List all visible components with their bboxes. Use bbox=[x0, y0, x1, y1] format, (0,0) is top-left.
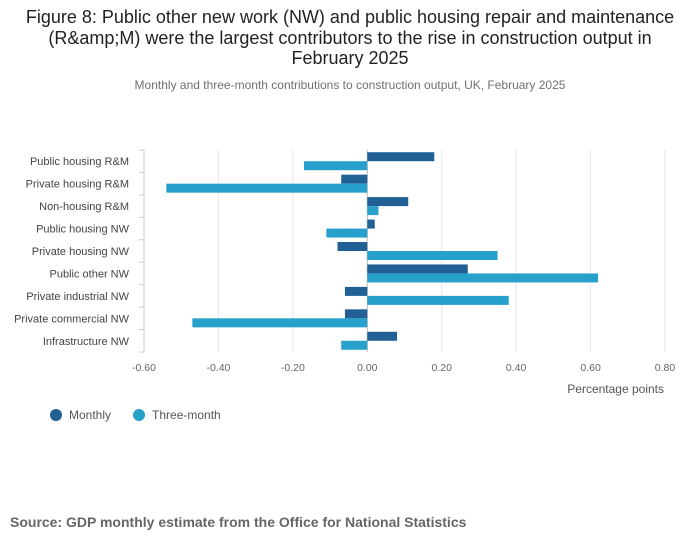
legend: Monthly Three-month bbox=[50, 408, 243, 422]
bar-monthly[interactable] bbox=[344, 309, 368, 319]
category-label: Public other NW bbox=[50, 268, 130, 280]
category-label: Private industrial NW bbox=[26, 291, 129, 303]
category-label: Public housing R&M bbox=[30, 156, 129, 168]
legend-item-monthly[interactable]: Monthly bbox=[50, 408, 111, 422]
x-tick-label: -0.60 bbox=[132, 362, 156, 374]
bar-three-month[interactable] bbox=[192, 318, 368, 328]
x-tick-label: 0.40 bbox=[506, 362, 527, 374]
legend-marker-three-month bbox=[133, 409, 146, 421]
bar-three-month[interactable] bbox=[367, 273, 599, 283]
bar-three-month[interactable] bbox=[166, 183, 368, 193]
bar-monthly[interactable] bbox=[344, 286, 368, 296]
bar-monthly[interactable] bbox=[337, 242, 368, 251]
x-tick-label: 0.00 bbox=[357, 362, 378, 374]
legend-label-monthly: Monthly bbox=[69, 408, 112, 422]
category-label: Non-housing R&M bbox=[39, 201, 129, 213]
bar-monthly[interactable] bbox=[367, 331, 398, 341]
bar-monthly[interactable] bbox=[367, 219, 375, 229]
category-label: Public housing NW bbox=[36, 224, 130, 236]
label-layer: -0.60 -0.40 -0.20 0.00 0.20 0.40 0.60 0.80 Publi… bbox=[14, 156, 675, 374]
legend-label-three-month: Three-month bbox=[152, 408, 221, 422]
x-tick-label: 0.20 bbox=[431, 362, 452, 374]
x-axis-title: Percentage points bbox=[567, 382, 664, 396]
chart-subtitle: Monthly and three-month contributions to… bbox=[134, 78, 566, 92]
legend-item-three-month[interactable]: Three-month bbox=[133, 408, 221, 422]
category-label: Private housing R&M bbox=[26, 179, 129, 191]
x-tick-label: -0.20 bbox=[281, 362, 305, 374]
bar-three-month[interactable] bbox=[367, 251, 498, 260]
bar-three-month[interactable] bbox=[367, 206, 379, 216]
bar-monthly[interactable] bbox=[367, 264, 468, 274]
chart-title: Figure 8: Public other new work (NW) and… bbox=[25, 7, 675, 68]
x-tick-label: -0.40 bbox=[206, 362, 230, 374]
bar-three-month[interactable] bbox=[367, 295, 509, 305]
bar-monthly[interactable] bbox=[367, 197, 409, 207]
category-label: Infrastructure NW bbox=[43, 336, 130, 348]
bar-three-month[interactable] bbox=[326, 228, 368, 238]
legend-marker-monthly bbox=[50, 409, 62, 421]
source-note: Source: GDP monthly estimate from the Of… bbox=[10, 514, 467, 530]
bar-layer bbox=[166, 152, 599, 350]
bar-three-month[interactable] bbox=[341, 340, 368, 350]
x-tick-label: 0.80 bbox=[655, 362, 676, 374]
category-label: Private housing NW bbox=[32, 246, 130, 258]
category-label: Private commercial NW bbox=[14, 313, 130, 325]
x-tick-label: 0.60 bbox=[580, 362, 601, 374]
bar-monthly[interactable] bbox=[341, 174, 368, 184]
bar-monthly[interactable] bbox=[367, 152, 435, 162]
bar-three-month[interactable] bbox=[304, 161, 368, 171]
